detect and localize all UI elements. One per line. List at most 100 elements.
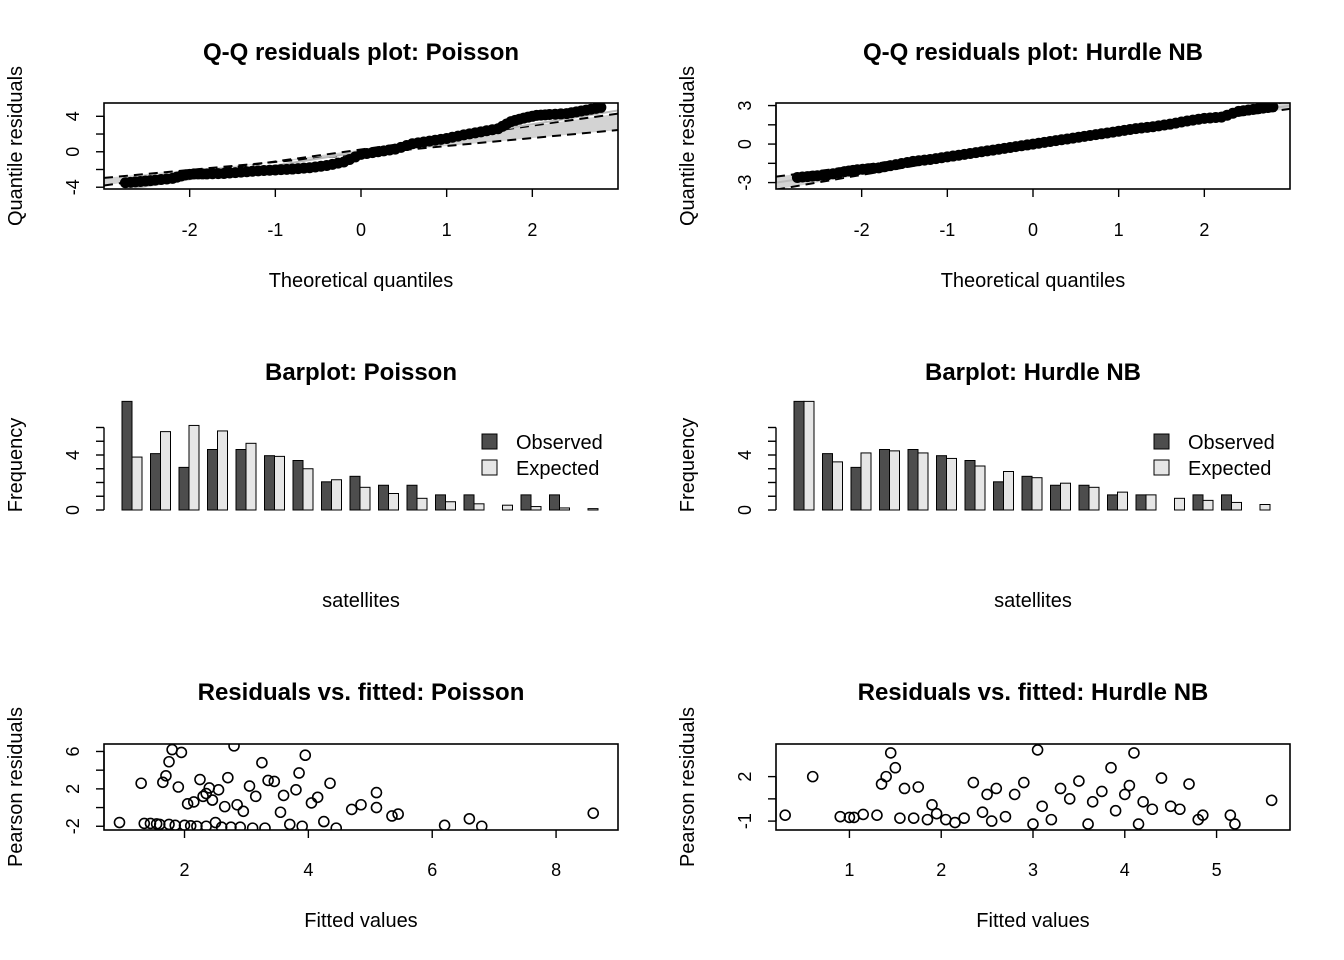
data-point — [160, 769, 172, 782]
legend-swatch-expected — [1153, 459, 1170, 476]
data-point — [330, 822, 343, 830]
bar-expected — [160, 431, 171, 511]
data-point — [228, 744, 240, 752]
x-tick-label: -2 — [182, 220, 198, 240]
legend-label: Expected — [516, 458, 599, 480]
plot-frame — [775, 743, 1291, 831]
bar-observed — [292, 460, 304, 511]
data-point — [475, 820, 488, 830]
bar-expected — [889, 450, 900, 511]
data-point — [222, 771, 234, 784]
data-point — [1086, 796, 1099, 808]
bar-observed — [936, 455, 947, 511]
data-point — [246, 822, 259, 830]
plot-area — [104, 103, 618, 189]
x-tick-label: 8 — [551, 860, 561, 880]
data-point — [1132, 818, 1145, 830]
data-point — [1073, 775, 1085, 787]
y-tick-label: -4 — [63, 179, 83, 195]
bar-expected — [974, 465, 986, 511]
bar-observed — [907, 449, 919, 511]
data-point — [1096, 785, 1108, 798]
y-tick-label: 2 — [63, 784, 83, 794]
data-point — [898, 782, 911, 795]
data-point — [259, 822, 271, 830]
data-point — [1265, 794, 1278, 807]
bar-observed — [1192, 494, 1204, 511]
bar-observed — [150, 453, 161, 511]
data-point — [871, 809, 883, 821]
x-tick-label: 1 — [1114, 220, 1124, 240]
y-tick-label: 0 — [63, 147, 83, 157]
data-point — [200, 787, 212, 800]
bar-expected — [1088, 486, 1100, 511]
data-point — [1063, 793, 1076, 805]
panel-title: Q-Q residuals plot: Poisson — [203, 39, 519, 66]
panel-qq_poisson: Q-Q residuals plot: Poisson Theoretical q… — [5, 39, 619, 292]
data-point — [256, 756, 268, 769]
data-point — [1146, 803, 1159, 816]
x-tick-label: 1 — [442, 220, 452, 240]
data-point — [212, 784, 225, 796]
data-point — [370, 786, 383, 799]
y-tick-label: 4 — [735, 450, 755, 460]
data-point — [1229, 818, 1241, 830]
data-point — [930, 807, 943, 820]
bar-observed — [1050, 484, 1061, 511]
data-point — [299, 749, 312, 762]
data-point — [274, 806, 287, 819]
bar-observed — [520, 494, 532, 511]
data-point — [1105, 761, 1117, 774]
x-axis-label: satellites — [994, 590, 1072, 612]
data-point — [138, 817, 151, 830]
x-axis-label: satellites — [322, 590, 400, 612]
data-point — [1045, 813, 1058, 826]
x-axis-label: Fitted values — [976, 910, 1089, 932]
data-point — [1128, 747, 1140, 759]
bar-expected — [1117, 491, 1128, 511]
data-point — [907, 812, 920, 824]
data-point — [880, 770, 892, 783]
plot-area — [113, 744, 600, 830]
data-point — [392, 808, 404, 820]
bar-expected — [274, 455, 285, 511]
data-point — [463, 812, 476, 825]
y-tick-label: 4 — [63, 450, 83, 460]
y-tick-label: 0 — [63, 505, 83, 515]
data-point — [976, 806, 989, 819]
x-tick-label: 0 — [356, 220, 366, 240]
data-point — [172, 781, 185, 793]
data-point — [184, 819, 197, 830]
x-tick-label: 1 — [844, 860, 854, 880]
data-point — [843, 811, 856, 824]
bar-expected — [946, 457, 957, 511]
data-point — [249, 790, 262, 803]
data-point — [1109, 804, 1122, 817]
bar-expected — [1174, 497, 1185, 511]
bar-observed — [463, 494, 475, 511]
bar-expected — [860, 452, 872, 511]
data-point — [1031, 744, 1044, 756]
x-tick-label: 3 — [1028, 860, 1038, 880]
data-point — [1137, 796, 1149, 808]
bar-observed — [121, 400, 133, 511]
bar-expected — [1231, 501, 1242, 511]
data-point — [967, 776, 980, 789]
bar-expected — [302, 468, 314, 511]
y-tick-label: -2 — [63, 818, 83, 834]
data-point — [779, 809, 791, 821]
data-point — [1224, 809, 1237, 821]
legend-label: Observed — [516, 432, 603, 454]
data-point — [345, 803, 358, 816]
data-point — [206, 794, 219, 806]
panel-qq_hurdle: Q-Q residuals plot: Hurdle NB Theoretical… — [677, 39, 1291, 292]
data-point — [884, 747, 897, 759]
x-tick-label: 6 — [427, 860, 437, 880]
panel-title: Barplot: Poisson — [265, 359, 457, 386]
y-tick-label: 0 — [735, 505, 755, 515]
bar-observed — [993, 481, 1004, 511]
data-point — [181, 798, 194, 810]
data-point — [166, 744, 178, 756]
panel-title: Q-Q residuals plot: Hurdle NB — [863, 39, 1203, 66]
bar-observed — [1107, 494, 1118, 511]
